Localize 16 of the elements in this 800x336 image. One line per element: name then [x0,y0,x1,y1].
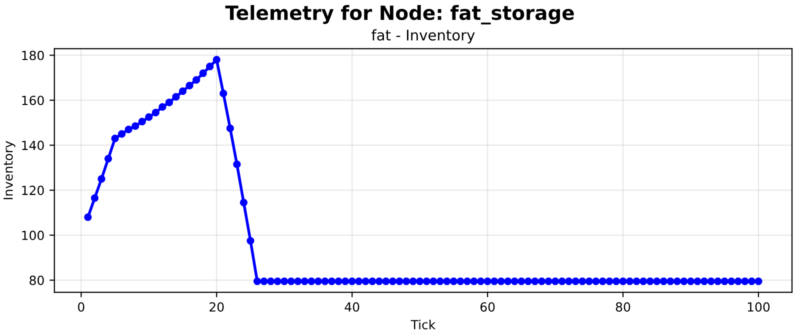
y-tick-label: 160 [22,96,44,106]
y-tick-label: 120 [22,186,44,196]
y-tick-label: 140 [22,140,44,150]
y-axis-title: Inventory [4,141,16,200]
chart-title: Telemetry for Node: fat_storage [225,5,574,24]
x-tick-label: 20 [210,302,224,312]
x-axis-title: Tick [410,320,436,330]
y-tick-label: 100 [22,230,44,240]
y-tick-label: 80 [30,276,44,286]
x-tick-label: 80 [616,302,630,312]
x-tick-label: 60 [480,302,495,312]
x-tick-label: 40 [344,302,360,312]
y-tick-label: 180 [22,50,44,60]
chart-subtitle: fat - Inventory [372,29,475,44]
x-tick-label: 100 [748,302,770,312]
x-tick-label: 0 [78,302,84,312]
